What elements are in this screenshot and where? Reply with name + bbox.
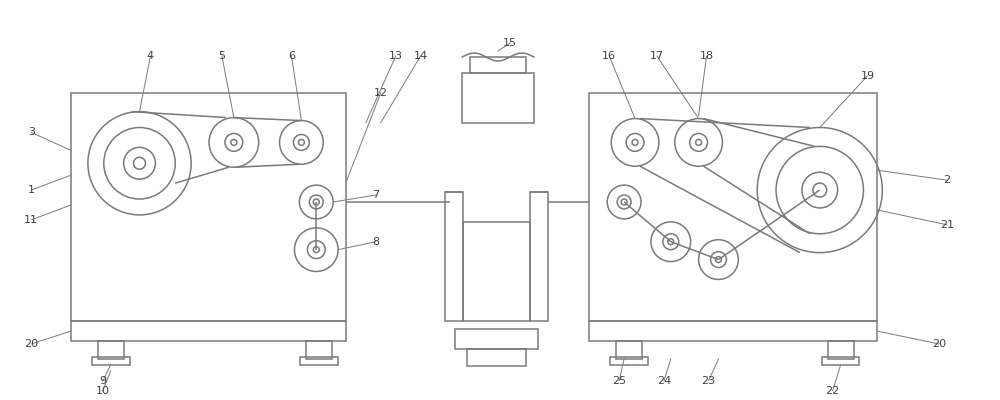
Text: 25: 25 (612, 376, 626, 386)
Bar (463, 222, 530, 321)
Text: 3: 3 (28, 128, 35, 138)
Text: 15: 15 (503, 38, 517, 48)
Text: 24: 24 (657, 376, 671, 386)
Bar (589, 93, 877, 321)
Text: 20: 20 (24, 339, 38, 349)
Text: 23: 23 (701, 376, 716, 386)
Text: 18: 18 (699, 51, 714, 61)
Text: 14: 14 (413, 51, 428, 61)
Text: 21: 21 (940, 220, 954, 230)
Bar (616, 341, 642, 359)
Text: 6: 6 (288, 51, 295, 61)
Bar (300, 357, 338, 365)
Bar (71, 93, 346, 321)
Bar (828, 341, 854, 359)
Text: 4: 4 (147, 51, 154, 61)
Bar (71, 321, 346, 341)
Text: 22: 22 (826, 386, 840, 396)
Bar (589, 321, 877, 341)
Text: 19: 19 (860, 71, 874, 81)
Text: 11: 11 (24, 215, 38, 225)
Bar (306, 341, 332, 359)
Bar (455, 329, 538, 349)
Text: 2: 2 (943, 175, 950, 185)
Bar (98, 341, 124, 359)
Text: 12: 12 (374, 88, 388, 98)
Bar (822, 357, 859, 365)
Text: 7: 7 (372, 190, 379, 200)
Text: 9: 9 (99, 376, 106, 386)
Text: 16: 16 (602, 51, 616, 61)
Text: 1: 1 (28, 185, 35, 195)
Text: 20: 20 (932, 339, 946, 349)
Text: 5: 5 (218, 51, 225, 61)
Bar (445, 192, 463, 321)
Text: 10: 10 (96, 386, 110, 396)
Text: 13: 13 (389, 51, 403, 61)
Bar (92, 357, 130, 365)
Text: 17: 17 (650, 51, 664, 61)
Bar (470, 57, 526, 73)
Bar (462, 73, 534, 122)
Bar (530, 192, 548, 321)
Bar (610, 357, 648, 365)
Text: 8: 8 (372, 237, 379, 247)
Bar (467, 349, 526, 366)
